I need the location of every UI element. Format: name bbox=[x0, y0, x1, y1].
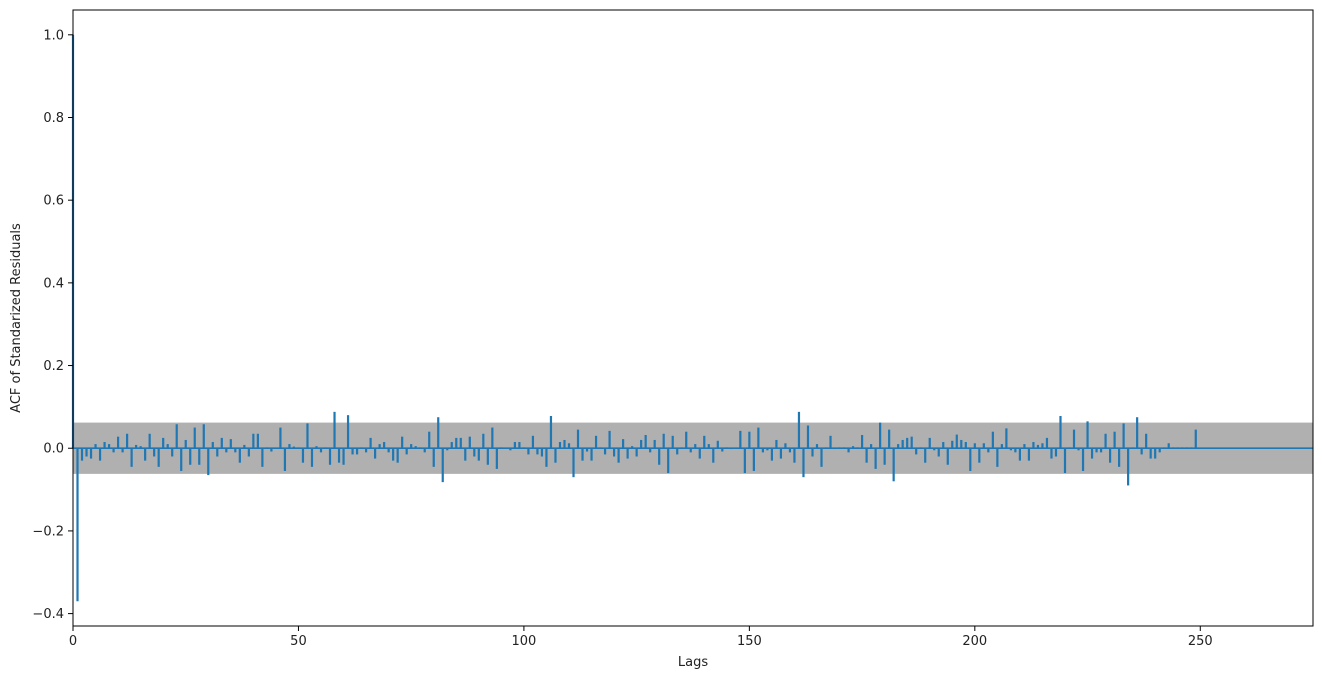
y-tick-label: 0.6 bbox=[43, 194, 64, 209]
x-axis-label: Lags bbox=[678, 655, 708, 670]
y-tick-label: 0.4 bbox=[43, 276, 64, 291]
y-tick-label: 0.8 bbox=[43, 111, 64, 126]
y-tick-label: 0.2 bbox=[43, 359, 64, 374]
x-tick-label: 250 bbox=[1188, 634, 1213, 649]
y-tick-label: 0.0 bbox=[43, 442, 64, 457]
x-tick-label: 50 bbox=[290, 634, 307, 649]
y-tick-label: 1.0 bbox=[43, 28, 64, 43]
axes-frame bbox=[72, 9, 1314, 627]
y-axis: −0.4 −0.2 0.0 0.2 0.4 0.6 0.8 1.0 bbox=[32, 28, 73, 622]
x-tick-label: 200 bbox=[962, 634, 987, 649]
x-tick-label: 0 bbox=[69, 634, 77, 649]
y-axis-label: ACF of Standarized Residuals bbox=[9, 223, 24, 413]
x-tick-label: 100 bbox=[511, 634, 536, 649]
y-tick-label: −0.2 bbox=[32, 524, 64, 539]
x-axis: 0 50 100 150 200 250 bbox=[69, 626, 1213, 649]
plot-area bbox=[71, 34, 1313, 602]
axes-border bbox=[72, 9, 1314, 627]
y-tick-label: −0.4 bbox=[32, 607, 64, 622]
x-tick-label: 150 bbox=[737, 634, 762, 649]
